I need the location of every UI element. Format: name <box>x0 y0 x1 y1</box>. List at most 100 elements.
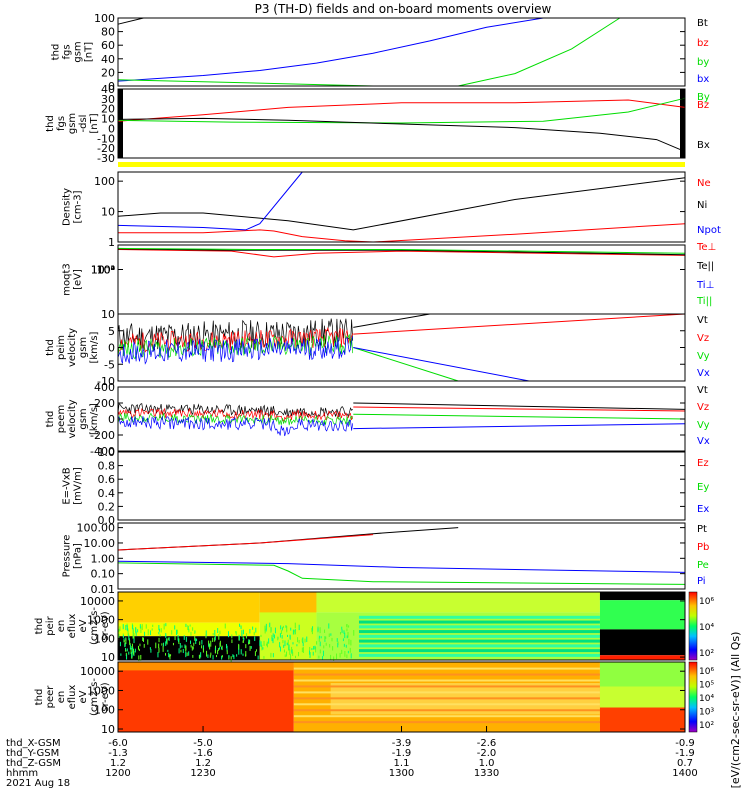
y-tick-label: -5 <box>104 358 115 371</box>
series-line-blue <box>117 560 686 573</box>
colorbar-label: [eV/(cm2-sec-sr-eV)] (All Qs) <box>729 632 742 789</box>
spec-stripe <box>293 721 600 724</box>
spec-speckle <box>158 647 160 653</box>
panel-frame <box>117 386 686 452</box>
series-line-red <box>353 406 686 412</box>
spec-speckle <box>128 638 130 641</box>
spec-speckle <box>336 653 338 660</box>
y-axis-label: thd <box>34 618 45 635</box>
spec-speckle <box>187 625 189 631</box>
colorbar-tick: 10² <box>699 721 714 731</box>
spec-speckle <box>202 648 204 653</box>
spec-speckle <box>159 628 161 632</box>
spec-speckle <box>129 639 131 645</box>
spec-band <box>599 592 685 601</box>
spec-speckle <box>245 644 247 649</box>
spec-speckle <box>194 635 196 641</box>
spec-band <box>118 592 260 623</box>
spec-speckle <box>265 643 267 646</box>
spec-speckle <box>346 628 348 632</box>
spec-speckle <box>328 633 330 637</box>
y-axis-label: [mV/m] <box>73 467 84 505</box>
spec-speckle <box>314 645 316 650</box>
spec-speckle <box>226 645 228 652</box>
spec-speckle <box>171 630 173 635</box>
series-line-red <box>353 313 686 335</box>
spec-speckle <box>168 637 170 641</box>
panel-frame <box>117 17 686 87</box>
spec-speckle <box>312 651 314 656</box>
series-line-green <box>353 347 459 382</box>
spec-stripe <box>358 639 600 643</box>
spec-stripe <box>358 620 600 624</box>
y-tick-label: 100 <box>94 175 115 188</box>
spec-speckle <box>214 629 216 636</box>
spec-speckle <box>254 651 256 657</box>
spec-speckle <box>178 639 180 643</box>
y-tick-label: 1 <box>108 236 115 249</box>
spec-speckle <box>322 656 324 661</box>
x-tick-label: -6.0 <box>108 738 128 749</box>
spec-speckle <box>139 624 141 629</box>
spec-speckle <box>248 639 250 644</box>
y-axis-label: peir <box>45 615 56 635</box>
spec-speckle <box>175 629 177 635</box>
spec-speckle <box>341 629 343 633</box>
legend-Ez: Ez <box>697 458 709 469</box>
legend-Bz: Bz <box>697 100 709 111</box>
spec-speckle <box>350 639 352 646</box>
spec-speckle <box>279 645 281 648</box>
edge-block <box>118 89 123 158</box>
legend-Pt: Pt <box>697 524 707 535</box>
spec-speckle <box>339 652 341 658</box>
spec-speckle <box>264 627 266 634</box>
spec-speckle <box>207 654 209 658</box>
spec-speckle <box>199 641 201 646</box>
spec-speckle <box>250 646 252 649</box>
y-axis-label: fgs <box>62 44 73 59</box>
spec-speckle <box>346 624 348 627</box>
spec-speckle <box>319 627 321 634</box>
spec-speckle <box>119 626 121 631</box>
spec-speckle <box>212 633 214 636</box>
spec-speckle <box>286 626 288 631</box>
spec-speckle <box>126 648 128 652</box>
series-line-green <box>117 97 686 124</box>
spec-speckle <box>318 655 320 659</box>
spec-speckle <box>272 633 274 638</box>
x-tick-label: 1300 <box>389 768 414 779</box>
y-tick-label: 100.00 <box>77 522 116 535</box>
legend-bx: bx <box>697 74 709 85</box>
colorbar-tick: 10³ <box>699 708 714 718</box>
spec-speckle <box>298 639 300 644</box>
spec-speckle <box>131 645 133 650</box>
panel-e_field: 1.00.80.60.40.20.0 E=-VxB [mV/m] Ez Ey Ex <box>62 446 710 527</box>
colorbar-tick: 10⁵ <box>699 681 714 691</box>
legend-Ex: Ex <box>697 504 709 515</box>
colorbar-tick: 10² <box>699 649 714 659</box>
x-tick-label: -2.6 <box>477 738 497 749</box>
spec-speckle <box>281 627 283 631</box>
spec-speckle <box>185 636 187 642</box>
y-tick-label: 10⁴ <box>97 263 116 276</box>
spec-speckle <box>235 631 237 636</box>
spec-speckle <box>268 638 270 644</box>
spec-speckle <box>249 639 251 645</box>
spec-speckle <box>126 625 128 631</box>
y-axis-label: [cm-3] <box>73 190 84 223</box>
spec-speckle <box>144 631 146 636</box>
spec-speckle <box>165 623 167 627</box>
spec-speckle <box>127 628 129 632</box>
spec-speckle <box>135 631 137 636</box>
spec-speckle <box>138 655 140 662</box>
spec-speckle <box>289 649 291 655</box>
legend-Bx: Bx <box>697 140 710 151</box>
spec-speckle <box>341 626 343 630</box>
spec-stripe <box>358 630 600 634</box>
spec-speckle <box>281 635 283 639</box>
spec-speckle <box>238 635 240 641</box>
spec-speckle <box>132 625 134 630</box>
spec-speckle <box>130 649 132 655</box>
spec-band <box>599 600 685 630</box>
